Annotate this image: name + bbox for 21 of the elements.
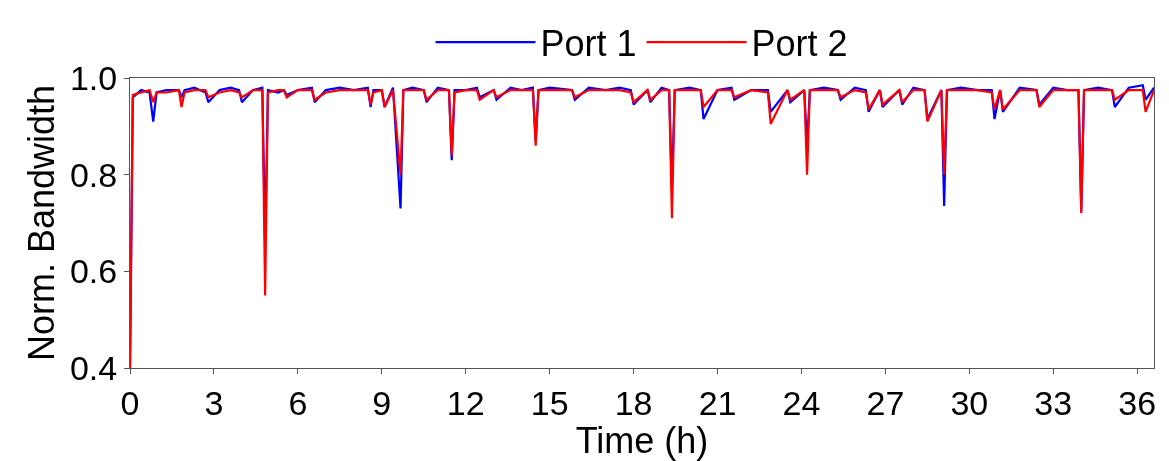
x-tick-label: 9	[372, 383, 392, 422]
y-tick-label: 0.4	[69, 348, 118, 387]
x-axis-title: Time (h)	[575, 420, 709, 461]
x-tick-label: 12	[446, 383, 485, 422]
legend-label: Port 2	[751, 23, 848, 65]
x-tick-label: 21	[698, 383, 737, 422]
x-tick-label: 0	[120, 383, 140, 422]
x-tick-label: 36	[1118, 383, 1157, 422]
y-tick-label: 0.8	[69, 155, 118, 194]
x-tick-label: 18	[614, 383, 653, 422]
x-tick-label: 6	[288, 383, 308, 422]
x-tick-label: 3	[204, 383, 224, 422]
x-tick-label: 33	[1034, 383, 1073, 422]
y-tick-label: 1.0	[69, 58, 118, 97]
x-tick-label: 27	[866, 383, 905, 422]
y-axis-title: Norm. Bandwidth	[20, 84, 62, 362]
x-tick-label: 15	[530, 383, 569, 422]
legend-label: Port 1	[540, 23, 637, 65]
x-tick-label: 30	[950, 383, 989, 422]
y-tick-label: 0.6	[69, 252, 118, 291]
x-tick-label: 24	[782, 383, 821, 422]
